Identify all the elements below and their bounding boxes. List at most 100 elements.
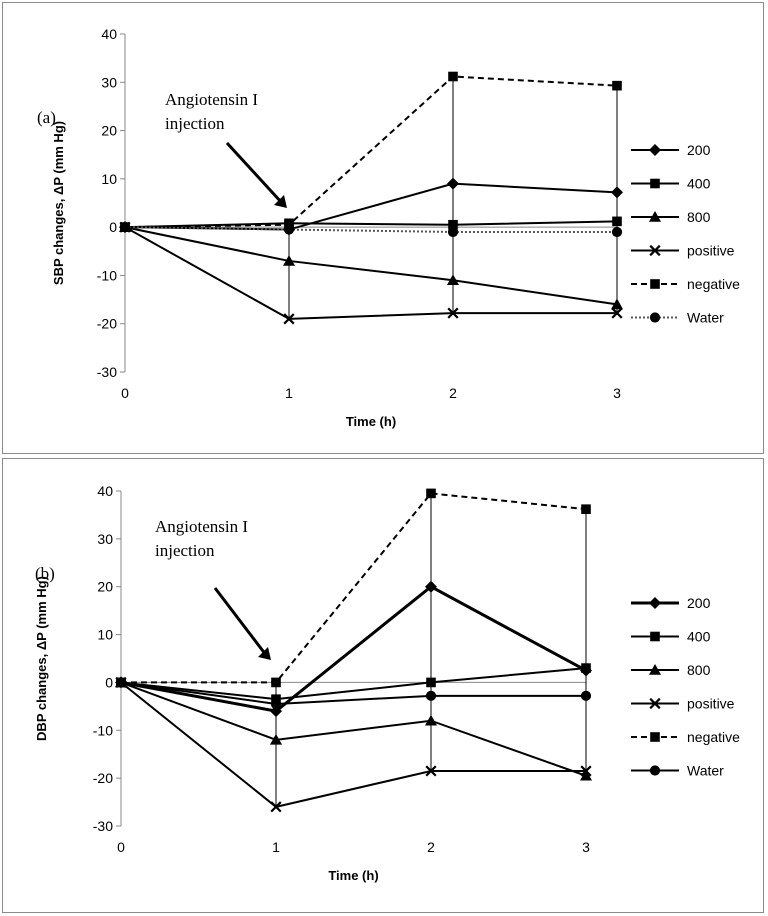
x-tick-label: 3 xyxy=(582,839,590,855)
x-tick-label: 3 xyxy=(613,385,621,401)
y-tick-label: 10 xyxy=(97,627,113,643)
data-point-800 xyxy=(425,714,437,726)
annotation-line1: Angiotensin I xyxy=(165,90,258,109)
series-line-positive xyxy=(124,226,617,320)
y-tick-label: -20 xyxy=(97,316,117,332)
y-tick-label: -10 xyxy=(97,267,117,283)
panel-label: (b) xyxy=(35,564,55,583)
legend-marker-Water xyxy=(649,312,661,323)
panel-label: (a) xyxy=(37,108,56,127)
y-tick-label: 30 xyxy=(101,74,117,90)
legend-label-Water: Water xyxy=(687,310,724,326)
data-point-Water xyxy=(270,698,282,710)
series-line-negative xyxy=(124,75,618,229)
legend-marker-800 xyxy=(649,664,661,675)
chart-b-svg: -30 -20 -10 0 10 20 30 400 1 2 3 Time (h) DBP change… xyxy=(34,483,740,883)
data-point-800 xyxy=(580,769,592,781)
y-axis-title: DBP changes, ΔP (mm Hg) xyxy=(34,576,49,741)
data-point-negative xyxy=(612,80,622,91)
series-line-Water xyxy=(120,681,586,705)
y-tick-label: -30 xyxy=(97,364,117,380)
legend-label-Water: Water xyxy=(687,763,724,779)
y-tick-label: -20 xyxy=(93,770,113,786)
x-tick-label: 2 xyxy=(449,385,457,401)
data-point-200 xyxy=(447,177,459,190)
data-point-400 xyxy=(581,663,591,673)
x-axis-title: Time (h) xyxy=(328,868,378,883)
annotation-line2: injection xyxy=(165,114,225,133)
data-point-Water xyxy=(425,690,437,701)
annotation-arrow xyxy=(213,587,268,656)
chart-panel-a: -30 -20 -10 0 10 20 30 40 0 1 2 3 Time (h) SBP change… xyxy=(2,2,764,454)
legend-label-400: 400 xyxy=(687,176,711,192)
series-line-400 xyxy=(120,667,587,701)
legend-marker-Water xyxy=(649,765,661,776)
annotation-arrowhead xyxy=(274,195,287,208)
data-point-Water xyxy=(447,226,459,238)
y-tick-label: 0 xyxy=(105,674,113,690)
x-tick-label: 1 xyxy=(272,839,280,855)
y-tick-label: 30 xyxy=(97,531,113,547)
series-line-200 xyxy=(120,584,587,713)
data-point-Water xyxy=(115,677,127,688)
data-point-400 xyxy=(448,219,458,230)
series-line-800 xyxy=(120,681,587,777)
data-point-positive xyxy=(447,307,459,319)
legend-marker-negative xyxy=(650,279,660,289)
legend-marker-negative xyxy=(650,732,660,742)
data-point-positive xyxy=(611,307,623,319)
x-tick-label: 0 xyxy=(117,839,125,855)
y-tick-label: 40 xyxy=(101,26,117,42)
legend-label-800: 800 xyxy=(687,662,711,678)
series-line-800 xyxy=(124,226,618,306)
data-point-positive xyxy=(270,801,282,813)
y-tick-label: -30 xyxy=(93,818,113,834)
y-tick-label: 10 xyxy=(101,171,117,187)
annotation-arrow xyxy=(225,141,284,205)
y-tick-label: -10 xyxy=(93,722,113,738)
data-point-Water xyxy=(283,224,295,235)
data-point-negative xyxy=(448,71,458,82)
legend-label-negative: negative xyxy=(687,276,740,292)
chart-panel-b: -30 -20 -10 0 10 20 30 40 0 1 2 3 Time (h) DBP change… xyxy=(2,458,764,913)
data-point-negative xyxy=(271,677,281,688)
data-point-negative xyxy=(581,504,591,514)
x-axis-title: Time (h) xyxy=(346,414,396,429)
y-axis-title: SBP changes, ΔP (mm Hg) xyxy=(51,121,66,285)
legend-marker-200 xyxy=(649,597,661,609)
series-line-positive xyxy=(120,681,586,808)
legend-marker-positive xyxy=(649,697,661,710)
legend-marker-200 xyxy=(649,144,661,156)
data-point-200 xyxy=(270,705,282,718)
legend-label-negative: negative xyxy=(687,729,740,745)
x-tick-label: 2 xyxy=(427,839,435,855)
data-point-800 xyxy=(270,733,282,745)
annotation-line2: injection xyxy=(155,541,215,560)
annotation-arrowhead xyxy=(258,647,271,660)
data-point-200 xyxy=(611,186,623,199)
data-point-Water xyxy=(611,226,623,238)
legend-marker-400 xyxy=(650,631,660,642)
legend-label-200: 200 xyxy=(687,142,711,158)
legend-marker-positive xyxy=(649,244,661,257)
data-point-800 xyxy=(611,298,623,310)
data-point-400 xyxy=(426,677,436,688)
legend-label-800: 800 xyxy=(687,209,711,225)
y-tick-label: 0 xyxy=(109,219,117,235)
y-tick-label: 20 xyxy=(101,123,117,139)
legend-label-positive: positive xyxy=(687,243,735,259)
data-point-Water xyxy=(119,222,131,233)
series-line-200 xyxy=(124,182,618,231)
data-point-800 xyxy=(283,254,295,266)
legend-label-positive: positive xyxy=(687,696,735,712)
data-point-positive xyxy=(283,313,295,325)
data-point-positive xyxy=(580,765,592,777)
legend-label-200: 200 xyxy=(687,595,711,611)
data-point-positive xyxy=(425,765,437,777)
legend-label-400: 400 xyxy=(687,629,711,645)
data-point-800 xyxy=(447,274,459,286)
y-tick-label: 20 xyxy=(97,579,113,595)
x-tick-label: 0 xyxy=(121,385,129,401)
data-point-Water xyxy=(580,690,592,701)
